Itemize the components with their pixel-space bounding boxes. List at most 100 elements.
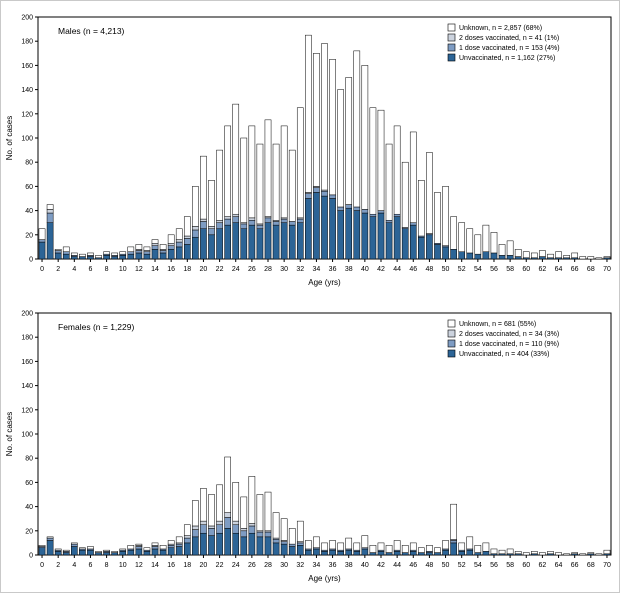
bar-segment-1-dose-vaccinated [296,218,304,223]
bar-segment-unknown [434,547,441,553]
bar-segment-unvaccinated [385,222,393,260]
bar-segment-unvaccinated [183,542,191,556]
bar-segment-1-dose-vaccinated [256,224,264,229]
bar-segment-unvaccinated [361,548,369,556]
bar-segment-unknown [345,77,353,205]
bar-segment-unvaccinated [216,532,223,556]
bar-segment-unvaccinated [321,551,328,556]
bar-segment-unknown [192,186,199,227]
bar-segment-unvaccinated [514,256,522,260]
bar-segment-unknown [71,542,78,545]
bar-segment-unknown [603,549,611,555]
bar-segment-unvaccinated [248,532,256,556]
bar-segment-unknown [248,476,256,524]
bar-segment-unknown [539,552,546,556]
x-tick-label: 20 [200,562,208,569]
bar-segment-unknown [159,545,167,550]
bar-segment-unvaccinated [288,546,296,556]
bar-segment-unvaccinated [305,198,312,260]
x-tick-label: 46 [409,562,417,569]
legend-label: 2 doses vaccinated, n = 41 (1%) [459,35,559,42]
legend-swatch-1-dose-vaccinated [447,339,456,348]
bar-segment-1-dose-vaccinated [264,531,272,538]
y-tick-label: 200 [21,311,33,318]
bar-segment-unvaccinated [159,252,167,260]
bar-segment-unknown [200,488,207,522]
bar-segment-unknown [62,246,70,252]
bar-segment-1-dose-vaccinated [353,206,361,211]
bar-segment-unknown [442,186,449,246]
y-tick-label: 0 [29,553,33,560]
bar-segment-2-doses-vaccinated [167,243,175,246]
x-tick-label: 36 [329,266,337,273]
bar-segment-unvaccinated [353,210,361,260]
x-tick-label: 52 [458,562,466,569]
bar-segment-unknown [506,548,514,555]
bar-segment-unknown [353,50,361,208]
bar-segment-1-dose-vaccinated [224,517,231,529]
legend-label: Unknown, n = 2,857 (68%) [459,25,542,32]
bar-segment-1-dose-vaccinated [208,528,215,536]
bar-segment-unvaccinated [62,253,70,260]
bar-segment-unvaccinated [119,255,127,260]
x-tick-label: 0 [40,266,44,273]
bar-segment-unknown [119,251,127,255]
y-tick-label: 0 [29,257,33,264]
x-tick-label: 20 [200,266,208,273]
bar-segment-unknown [272,512,280,539]
bar-segment-unvaccinated [369,216,377,260]
x-tick-label: 44 [393,562,401,569]
bar-segment-unvaccinated [103,552,110,556]
bar-segment-2-doses-vaccinated [240,528,248,532]
bar-segment-1-dose-vaccinated [135,546,143,550]
bar-segment-unknown [183,524,191,536]
bar-segment-unknown [151,542,159,546]
x-tick-label: 28 [264,266,272,273]
y-axis-label: No. of cases [5,116,14,160]
x-tick-label: 8 [105,562,109,569]
bar-segment-1-dose-vaccinated [192,529,199,538]
bar-segment-unvaccinated [111,256,118,260]
bar-segment-unknown [127,545,135,550]
x-axis-label: Age (yrs) [308,574,341,583]
legend-label: Unvaccinated, n = 404 (33%) [459,351,549,358]
bar-segment-unvaccinated [208,535,215,556]
bar-segment-unvaccinated [409,224,417,260]
bar-segment-unknown [369,107,377,215]
x-tick-label: 64 [555,266,563,273]
x-tick-label: 10 [119,266,127,273]
bar-segment-2-doses-vaccinated [183,235,191,239]
bar-segment-unknown [603,256,611,259]
bar-segment-unknown [111,551,118,553]
y-tick-label: 40 [25,208,33,215]
x-tick-label: 2 [56,562,60,569]
bar-segment-unknown [353,542,361,551]
bar-segment-2-doses-vaccinated [175,239,183,243]
bar-segment-unknown [264,491,272,532]
bar-segment-unvaccinated [369,552,377,556]
bar-segment-unvaccinated [264,536,272,556]
x-tick-label: 8 [105,266,109,273]
plot-frame [37,312,612,556]
x-tick-label: 16 [167,562,175,569]
bar-segment-unknown [329,59,336,196]
bar-segment-unvaccinated [313,192,320,260]
x-tick-label: 40 [361,562,369,569]
bar-segment-1-dose-vaccinated [127,251,135,255]
x-tick-label: 50 [442,266,450,273]
bar-segment-unknown [95,255,102,259]
x-tick-label: 64 [555,562,563,569]
bar-segment-unknown [385,143,393,221]
bar-segment-unknown [62,549,70,552]
y-tick-label: 20 [25,528,33,535]
bar-segment-2-doses-vaccinated [46,209,54,214]
x-tick-label: 66 [571,266,579,273]
y-tick-label: 40 [25,504,33,511]
bar-segment-unvaccinated [490,252,498,260]
y-tick-label: 200 [21,15,33,22]
bar-segment-1-dose-vaccinated [288,543,296,547]
bar-segment-unvaccinated [361,212,369,260]
bar-segment-1-dose-vaccinated [183,238,191,245]
x-tick-label: 54 [474,562,482,569]
